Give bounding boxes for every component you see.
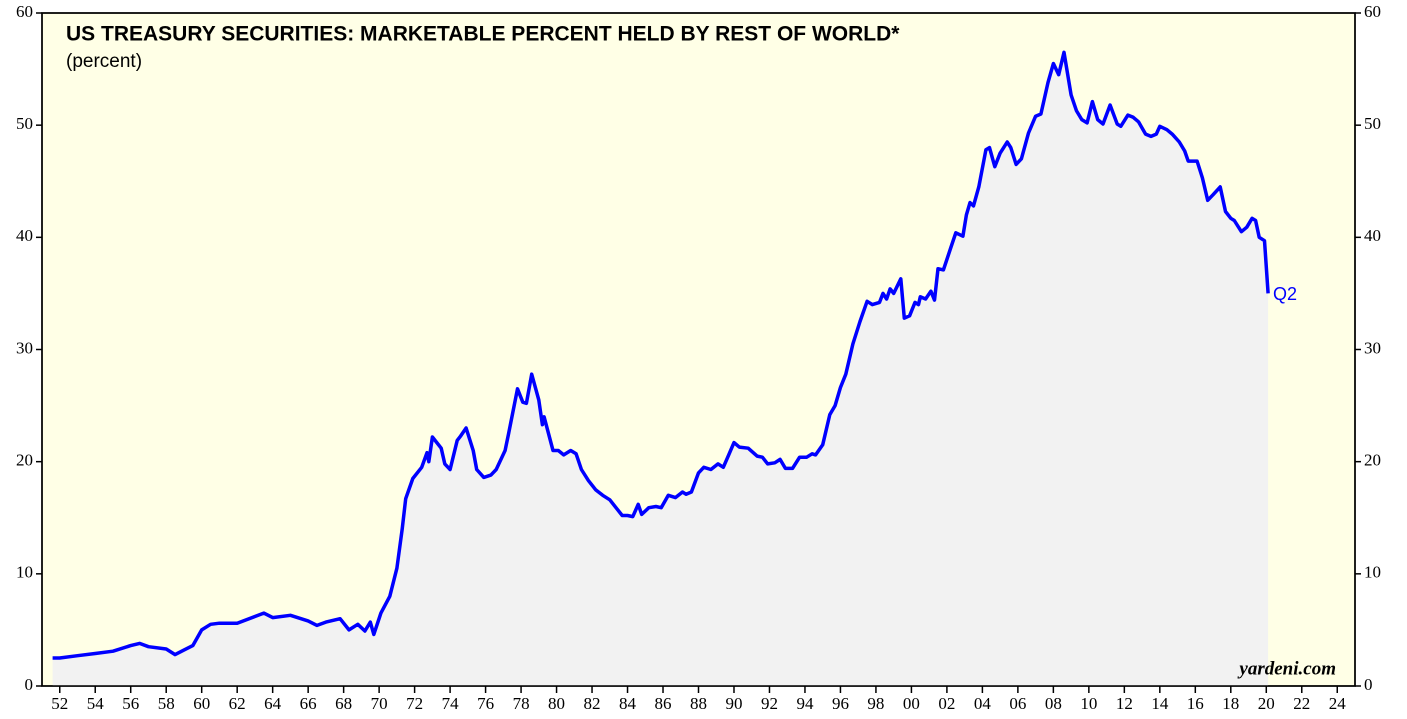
y-tick-label: 40	[16, 226, 33, 245]
x-tick-label: 68	[335, 694, 352, 713]
x-tick-label: 88	[690, 694, 707, 713]
y2-tick-label: 50	[1364, 114, 1381, 133]
source: yardeni.com	[1237, 658, 1336, 679]
x-tick-label: 86	[655, 694, 672, 713]
x-tick-label: 64	[264, 694, 282, 713]
x-tick-label: 52	[51, 694, 68, 713]
x-tick-label: 82	[584, 694, 601, 713]
y2-tick-label: 20	[1364, 451, 1381, 470]
chart-subtitle: (percent)	[66, 51, 142, 72]
x-tick-label: 70	[371, 694, 388, 713]
x-tick-label: 98	[867, 694, 884, 713]
x-tick-label: 14	[1151, 694, 1169, 713]
x-tick-label: 16	[1187, 694, 1204, 713]
x-tick-label: 66	[300, 694, 317, 713]
x-tick-label: 02	[938, 694, 955, 713]
x-tick-label: 56	[122, 694, 139, 713]
y-tick-label: 30	[16, 338, 33, 357]
x-tick-label: 10	[1080, 694, 1097, 713]
x-tick-label: 96	[832, 694, 849, 713]
x-tick-label: 62	[229, 694, 246, 713]
x-tick-label: 84	[619, 694, 637, 713]
x-tick-label: 58	[158, 694, 175, 713]
x-tick-label: 20	[1258, 694, 1275, 713]
y-tick-label: 10	[16, 563, 33, 582]
y-tick-label: 20	[16, 451, 33, 470]
line	[52, 50, 1270, 660]
x-tick-label: 92	[761, 694, 778, 713]
x-tick-label: 24	[1329, 694, 1347, 713]
y2-tick-label: 40	[1364, 226, 1381, 245]
y2-tick-label: 0	[1364, 675, 1373, 694]
y-tick-label: 0	[25, 675, 34, 694]
x-tick-label: 22	[1293, 694, 1310, 713]
x-tick-label: 90	[725, 694, 742, 713]
x-tick-label: 74	[442, 694, 460, 713]
x-tick-label: 08	[1045, 694, 1062, 713]
x-tick-label: 60	[193, 694, 210, 713]
chart-title: US TREASURY SECURITIES: MARKETABLE PERCE…	[66, 23, 900, 46]
x-tick-label: 04	[974, 694, 992, 713]
x-tick-label: 00	[903, 694, 920, 713]
x-tick-label: 80	[548, 694, 565, 713]
x-tick-label: 18	[1222, 694, 1239, 713]
y-tick-label: 50	[16, 114, 33, 133]
x-tick-label: 76	[477, 694, 494, 713]
x-tick-label: 78	[513, 694, 530, 713]
marks	[52, 50, 1270, 687]
area	[52, 52, 1269, 687]
end-label: Q2	[1273, 284, 1297, 304]
y2-tick-label: 30	[1364, 338, 1381, 357]
x-tick-label: 72	[406, 694, 423, 713]
y2-tick-label: 60	[1364, 2, 1381, 21]
x-tick-label: 94	[796, 694, 814, 713]
y2-tick-label: 10	[1364, 563, 1381, 582]
y-tick-label: 60	[16, 2, 33, 21]
x-tick-label: 06	[1009, 694, 1026, 713]
x-tick-label: 54	[87, 694, 105, 713]
x-tick-label: 12	[1116, 694, 1133, 713]
